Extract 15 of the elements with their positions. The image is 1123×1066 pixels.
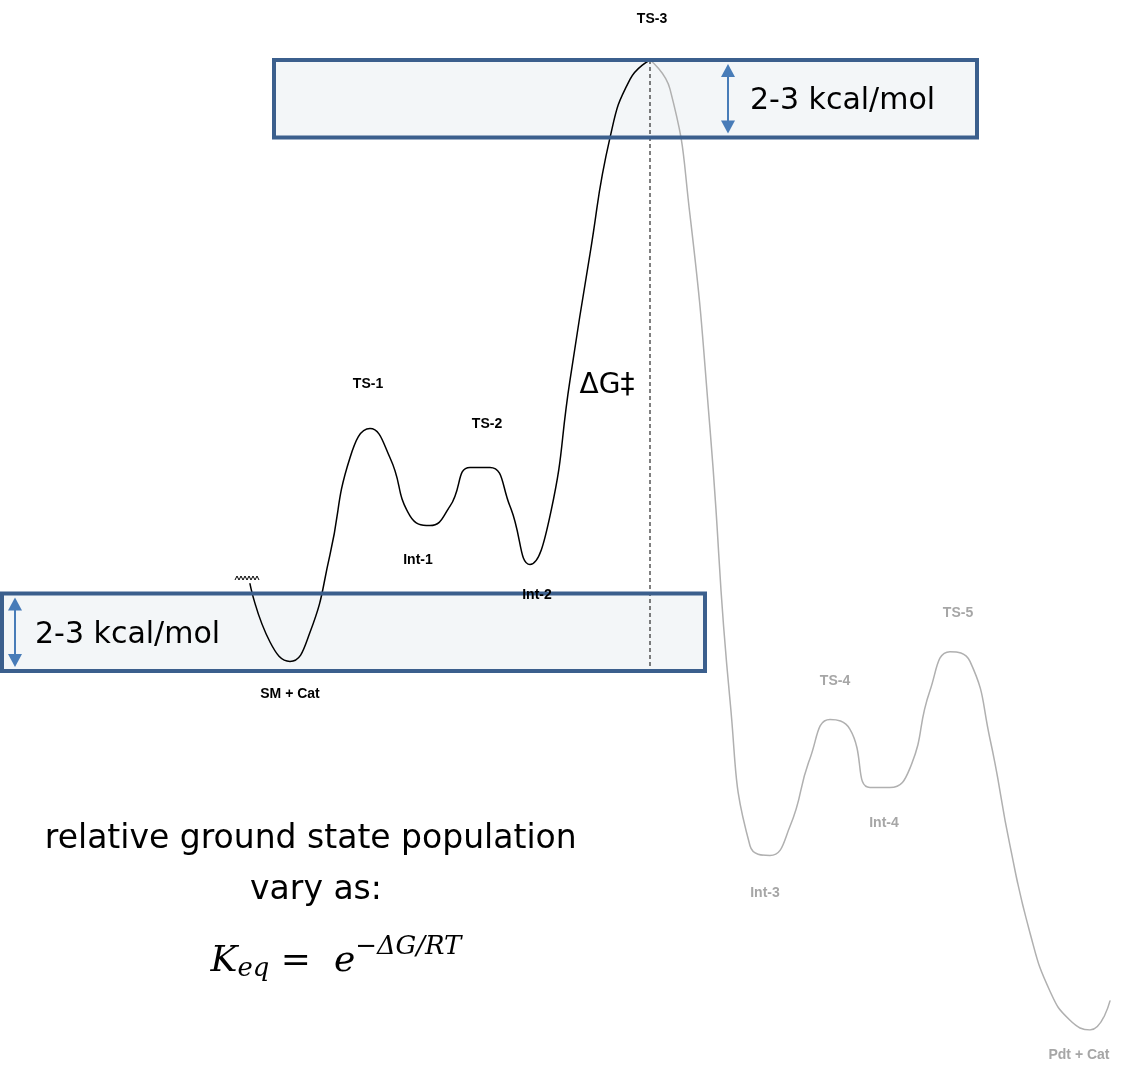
- annotation: Int-2: [522, 586, 552, 602]
- annotation: TS-4: [819, 672, 851, 688]
- annotation: relative ground state population vary as:: [44, 816, 588, 908]
- annotation: Int-1: [403, 551, 433, 567]
- text: Pdt + Cat: [1048, 1046, 1110, 1062]
- annotation: TS-2: [471, 415, 503, 431]
- annotation: SM + Cat: [260, 685, 321, 701]
- annotation: Int-4: [869, 814, 899, 830]
- band-label: 2-3 kcal/mol: [750, 81, 936, 117]
- annotation: TS-5: [942, 604, 974, 620]
- annotation: TS-1: [352, 375, 384, 391]
- annotation: Int-3: [750, 884, 780, 900]
- band-label: 2-3 kcal/mol: [35, 614, 221, 650]
- annotation: ΔG‡: [579, 366, 635, 400]
- text: TS-3: [636, 10, 668, 26]
